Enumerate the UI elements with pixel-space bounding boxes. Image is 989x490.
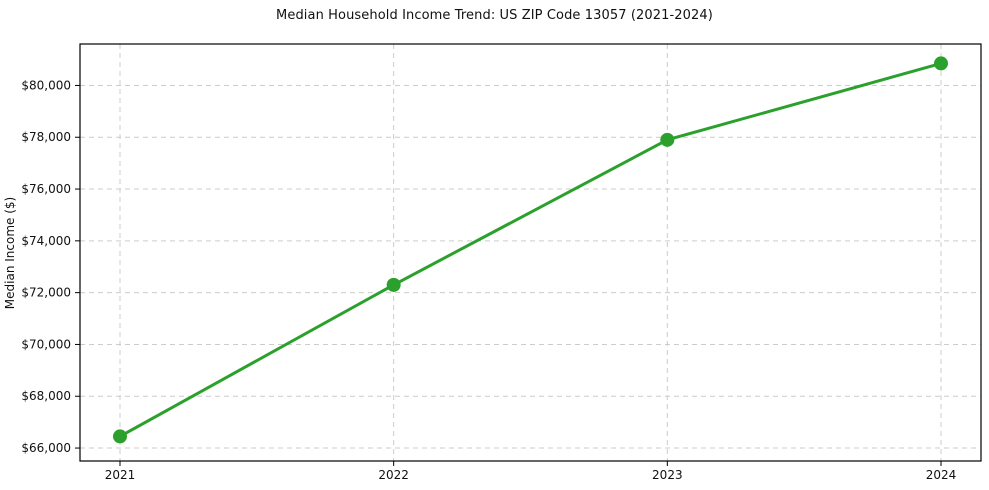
x-tick-label: 2021: [105, 468, 136, 482]
grid-lines: [80, 44, 981, 461]
data-line: [118, 61, 943, 438]
plot-area: [80, 44, 981, 461]
y-tick-label: $78,000: [21, 130, 71, 144]
data-series: [113, 56, 948, 444]
data-point: [386, 277, 401, 292]
y-tick-label: $66,000: [21, 441, 71, 455]
y-axis: $66,000 $68,000 $70,000 $72,000 $74,000 $76,0…: [21, 78, 80, 455]
data-point: [113, 429, 127, 444]
x-tick-label: 2022: [378, 468, 409, 482]
chart-title: Median Household Income Trend: US ZIP Co…: [276, 8, 713, 23]
x-axis: 2021 2022 2023 2024: [105, 461, 957, 482]
y-tick-label: $74,000: [21, 234, 71, 248]
data-point: [934, 56, 948, 71]
y-tick-label: $76,000: [21, 182, 71, 196]
x-tick-label: 2024: [926, 468, 957, 482]
plot-frame: [79, 43, 982, 462]
data-point: [660, 132, 675, 147]
y-tick-label: $80,000: [21, 78, 71, 92]
y-tick-label: $68,000: [21, 389, 71, 403]
y-tick-label: $70,000: [21, 337, 71, 351]
x-tick-label: 2023: [652, 468, 683, 482]
y-tick-label: $72,000: [21, 286, 71, 300]
